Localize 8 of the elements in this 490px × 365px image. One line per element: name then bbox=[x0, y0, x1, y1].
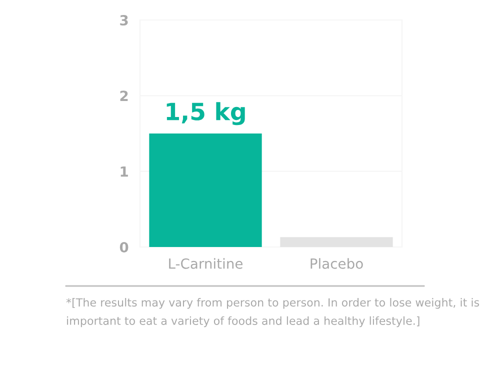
y-tick-label: 0 bbox=[120, 242, 128, 252]
y-tick-label: 1 bbox=[120, 166, 128, 177]
x-tick-label: Placebo bbox=[310, 258, 363, 269]
y-tick-label: 3 bbox=[120, 14, 128, 26]
data-label: 1,5 kg bbox=[166, 102, 245, 126]
text: *[The results may vary from person to person. In order to lose weight, it is important to eat a variety of foods and lead a healthy lifestyle.] bbox=[66, 298, 480, 328]
x-tick-label: L-Carnitine bbox=[169, 258, 243, 269]
y-tick-label: 2 bbox=[120, 90, 128, 101]
